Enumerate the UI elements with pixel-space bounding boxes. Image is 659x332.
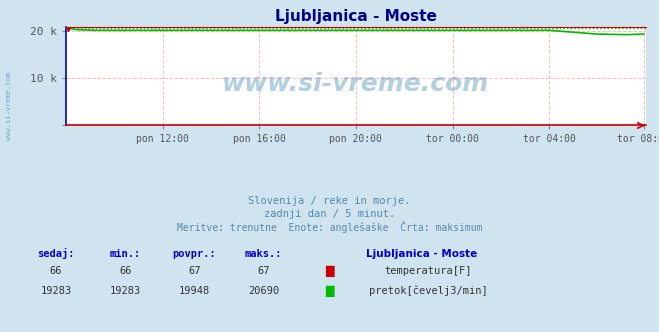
Text: 19283: 19283: [109, 286, 141, 296]
Text: min.:: min.:: [109, 249, 141, 259]
Text: 67: 67: [258, 266, 270, 276]
Text: sedaj:: sedaj:: [38, 248, 74, 259]
Text: 66: 66: [119, 266, 131, 276]
Text: 19948: 19948: [179, 286, 210, 296]
Text: temperatura[F]: temperatura[F]: [385, 266, 472, 276]
Text: pretok[čevelj3/min]: pretok[čevelj3/min]: [369, 285, 488, 296]
Text: █: █: [326, 266, 333, 277]
Text: www.si-vreme.com: www.si-vreme.com: [5, 72, 12, 140]
Text: zadnji dan / 5 minut.: zadnji dan / 5 minut.: [264, 209, 395, 219]
Text: 19283: 19283: [40, 286, 72, 296]
Text: maks.:: maks.:: [245, 249, 282, 259]
Text: Meritve: trenutne  Enote: anglešaške  Črta: maksimum: Meritve: trenutne Enote: anglešaške Črta…: [177, 221, 482, 233]
Text: Slovenija / reke in morje.: Slovenija / reke in morje.: [248, 196, 411, 206]
Text: www.si-vreme.com: www.si-vreme.com: [222, 72, 490, 96]
Text: povpr.:: povpr.:: [173, 249, 216, 259]
Text: █: █: [326, 286, 333, 297]
Text: 66: 66: [50, 266, 62, 276]
Text: Ljubljanica - Moste: Ljubljanica - Moste: [366, 249, 477, 259]
Text: 67: 67: [188, 266, 200, 276]
Text: 20690: 20690: [248, 286, 279, 296]
Title: Ljubljanica - Moste: Ljubljanica - Moste: [275, 9, 437, 24]
